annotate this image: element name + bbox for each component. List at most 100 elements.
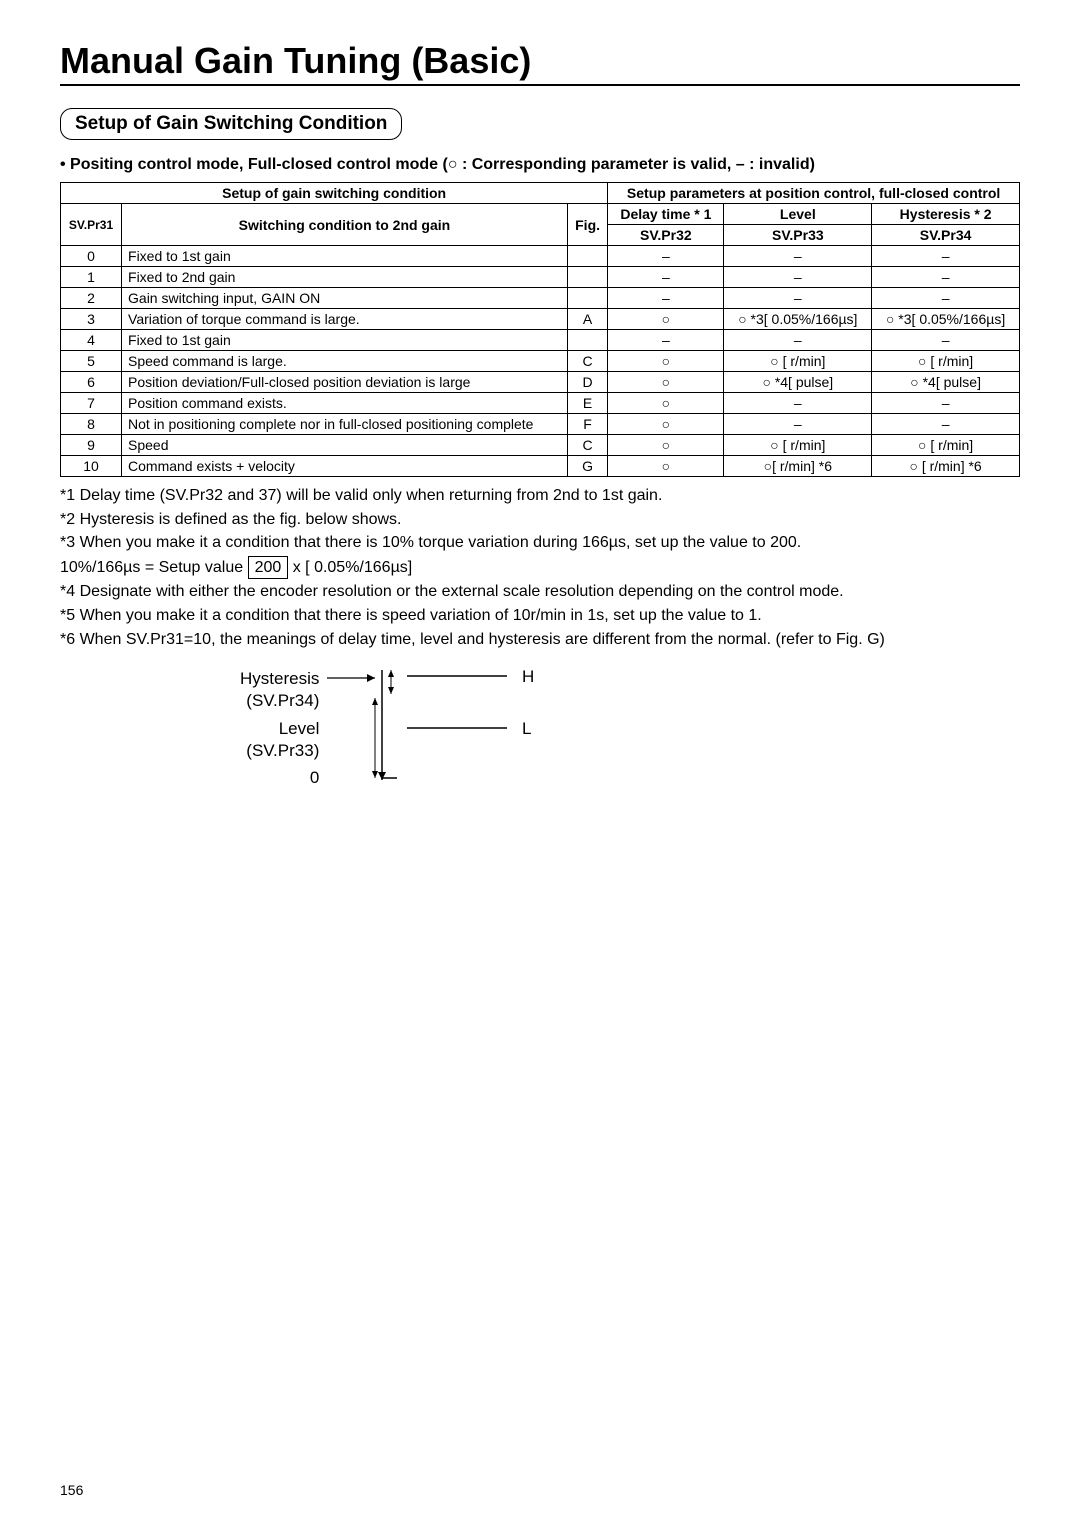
cell-level: – bbox=[724, 246, 872, 267]
cell-level: – bbox=[724, 330, 872, 351]
cell-cond: Not in positioning complete nor in full-… bbox=[122, 414, 568, 435]
th-hyst: Hysteresis * 2 bbox=[872, 204, 1020, 225]
section-heading: Setup of Gain Switching Condition bbox=[60, 108, 402, 140]
page-number: 156 bbox=[60, 1482, 83, 1498]
th-setup-cond: Setup of gain switching condition bbox=[61, 183, 608, 204]
cell-fig bbox=[567, 288, 607, 309]
diag-hyst-label: Hysteresis bbox=[240, 669, 319, 688]
diag-zero: 0 bbox=[310, 768, 319, 787]
cell-hyst: ○ *4[ pulse] bbox=[872, 372, 1020, 393]
cell-hyst: ○ [ r/min] *6 bbox=[872, 456, 1020, 477]
page-title: Manual Gain Tuning (Basic) bbox=[60, 40, 1020, 86]
cell-level: ○ [ r/min] bbox=[724, 435, 872, 456]
cell-n: 5 bbox=[61, 351, 122, 372]
cell-hyst: ○ [ r/min] bbox=[872, 435, 1020, 456]
cell-level: ○ *4[ pulse] bbox=[724, 372, 872, 393]
hysteresis-diagram: Hysteresis (SV.Pr34) Level (SV.Pr33) 0 bbox=[240, 668, 1020, 788]
cell-delay: – bbox=[608, 246, 724, 267]
cell-delay: ○ bbox=[608, 351, 724, 372]
th-switchcond: Switching condition to 2nd gain bbox=[122, 204, 568, 246]
cell-fig: C bbox=[567, 351, 607, 372]
cell-hyst: – bbox=[872, 288, 1020, 309]
cell-delay: – bbox=[608, 288, 724, 309]
cell-delay: ○ bbox=[608, 393, 724, 414]
cell-level: – bbox=[724, 288, 872, 309]
th-delay: Delay time * 1 bbox=[608, 204, 724, 225]
th-svpr31: SV.Pr31 bbox=[61, 204, 122, 246]
cell-fig bbox=[567, 246, 607, 267]
diag-H: H bbox=[522, 668, 534, 686]
cell-fig: E bbox=[567, 393, 607, 414]
cell-delay: – bbox=[608, 267, 724, 288]
cell-cond: Position command exists. bbox=[122, 393, 568, 414]
cell-fig bbox=[567, 267, 607, 288]
cell-cond: Variation of torque command is large. bbox=[122, 309, 568, 330]
cell-n: 3 bbox=[61, 309, 122, 330]
cell-delay: ○ bbox=[608, 309, 724, 330]
diagram-svg: H L bbox=[327, 668, 587, 788]
note-1: *1 Delay time (SV.Pr32 and 37) will be v… bbox=[60, 485, 1020, 507]
th-svpr33: SV.Pr33 bbox=[724, 225, 872, 246]
gain-switching-table: Setup of gain switching condition Setup … bbox=[60, 182, 1020, 477]
table-row: 3Variation of torque command is large.A○… bbox=[61, 309, 1020, 330]
note-4: *4 Designate with either the encoder res… bbox=[60, 581, 1020, 603]
cell-delay: ○ bbox=[608, 435, 724, 456]
diag-L: L bbox=[522, 719, 531, 738]
cell-cond: Speed command is large. bbox=[122, 351, 568, 372]
cell-n: 2 bbox=[61, 288, 122, 309]
cell-n: 7 bbox=[61, 393, 122, 414]
table-row: 4Fixed to 1st gain––– bbox=[61, 330, 1020, 351]
table-row: 8Not in positioning complete nor in full… bbox=[61, 414, 1020, 435]
diag-level-sub: (SV.Pr33) bbox=[246, 741, 319, 760]
th-setup-params: Setup parameters at position control, fu… bbox=[608, 183, 1020, 204]
cell-delay: ○ bbox=[608, 456, 724, 477]
cell-level: – bbox=[724, 414, 872, 435]
table-row: 7Position command exists.E○–– bbox=[61, 393, 1020, 414]
cell-hyst: – bbox=[872, 246, 1020, 267]
th-svpr32: SV.Pr32 bbox=[608, 225, 724, 246]
cell-level: ○[ r/min] *6 bbox=[724, 456, 872, 477]
cell-cond: Fixed to 1st gain bbox=[122, 330, 568, 351]
cell-delay: ○ bbox=[608, 414, 724, 435]
cell-cond: Position deviation/Full-closed position … bbox=[122, 372, 568, 393]
cell-n: 4 bbox=[61, 330, 122, 351]
cell-fig: C bbox=[567, 435, 607, 456]
cell-hyst: – bbox=[872, 393, 1020, 414]
cell-delay: – bbox=[608, 330, 724, 351]
mode-description: • Positing control mode, Full-closed con… bbox=[60, 156, 1020, 174]
cell-hyst: ○ *3[ 0.05%/166µs] bbox=[872, 309, 1020, 330]
table-row: 2Gain switching input, GAIN ON––– bbox=[61, 288, 1020, 309]
note-3: *3 When you make it a condition that the… bbox=[60, 532, 1020, 554]
cell-n: 10 bbox=[61, 456, 122, 477]
table-row: 0Fixed to 1st gain––– bbox=[61, 246, 1020, 267]
table-row: 9SpeedC○○ [ r/min]○ [ r/min] bbox=[61, 435, 1020, 456]
th-fig: Fig. bbox=[567, 204, 607, 246]
cell-fig: G bbox=[567, 456, 607, 477]
cell-cond: Fixed to 2nd gain bbox=[122, 267, 568, 288]
cell-level: – bbox=[724, 393, 872, 414]
cell-n: 0 bbox=[61, 246, 122, 267]
cell-level: – bbox=[724, 267, 872, 288]
note-3b-post: x [ 0.05%/166µs] bbox=[288, 559, 412, 576]
cell-n: 1 bbox=[61, 267, 122, 288]
cell-fig bbox=[567, 330, 607, 351]
cell-cond: Fixed to 1st gain bbox=[122, 246, 568, 267]
cell-hyst: ○ [ r/min] bbox=[872, 351, 1020, 372]
cell-level: ○ *3[ 0.05%/166µs] bbox=[724, 309, 872, 330]
cell-cond: Command exists + velocity bbox=[122, 456, 568, 477]
footnotes: *1 Delay time (SV.Pr32 and 37) will be v… bbox=[60, 485, 1020, 650]
cell-fig: A bbox=[567, 309, 607, 330]
diag-hyst-sub: (SV.Pr34) bbox=[246, 691, 319, 710]
cell-hyst: – bbox=[872, 330, 1020, 351]
note-3b: 10%/166µs = Setup value 200 x [ 0.05%/16… bbox=[60, 556, 1020, 580]
note-2: *2 Hysteresis is defined as the fig. bel… bbox=[60, 509, 1020, 531]
table-row: 5Speed command is large.C○○ [ r/min]○ [ … bbox=[61, 351, 1020, 372]
cell-delay: ○ bbox=[608, 372, 724, 393]
note-5: *5 When you make it a condition that the… bbox=[60, 605, 1020, 627]
diag-level-label: Level bbox=[279, 719, 320, 738]
cell-n: 6 bbox=[61, 372, 122, 393]
th-level: Level bbox=[724, 204, 872, 225]
table-row: 6Position deviation/Full-closed position… bbox=[61, 372, 1020, 393]
table-row: 10Command exists + velocityG○○[ r/min] *… bbox=[61, 456, 1020, 477]
cell-hyst: – bbox=[872, 414, 1020, 435]
